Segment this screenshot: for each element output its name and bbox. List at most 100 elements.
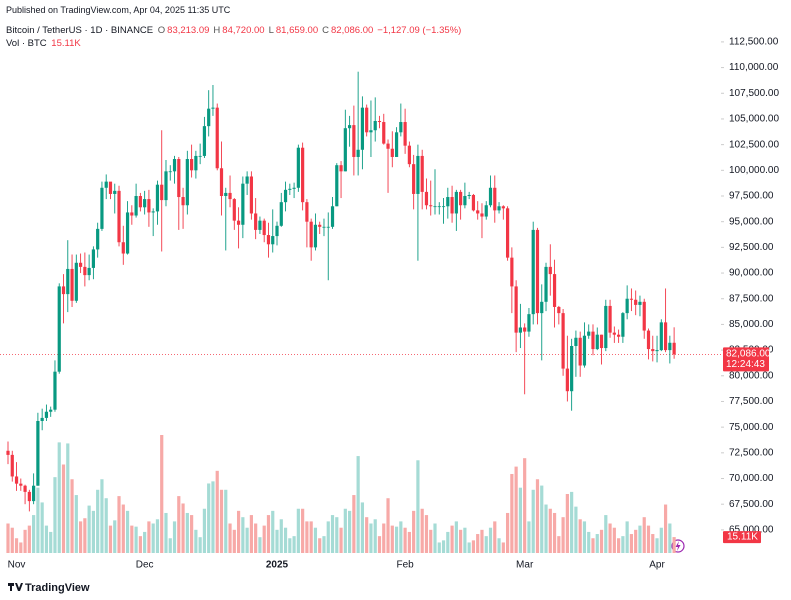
candle-body bbox=[232, 199, 236, 221]
volume-bar bbox=[313, 527, 318, 553]
volume-bar bbox=[390, 525, 394, 553]
volume-bar bbox=[463, 527, 467, 553]
candle-body bbox=[390, 148, 394, 157]
y-tick-label: 112,500.00 bbox=[729, 37, 779, 48]
candle-body bbox=[143, 199, 147, 208]
candle-body bbox=[497, 206, 501, 211]
candle-body bbox=[6, 450, 10, 455]
y-tick-label: 107,500.00 bbox=[729, 88, 779, 99]
y-tick-label: 85,000.00 bbox=[729, 319, 774, 330]
candle-body bbox=[561, 313, 565, 369]
volume-bar bbox=[292, 536, 296, 553]
candle-body bbox=[531, 229, 535, 315]
candle-body bbox=[283, 189, 288, 203]
candle-body bbox=[245, 176, 249, 184]
candle-body bbox=[604, 305, 608, 349]
candle-body bbox=[130, 212, 134, 216]
candle-body bbox=[74, 262, 78, 301]
volume-bar bbox=[339, 527, 343, 553]
volume-bar bbox=[134, 526, 138, 553]
volume-tag bbox=[723, 531, 761, 544]
y-tick-label: 65,000.00 bbox=[729, 525, 774, 536]
candle-body bbox=[138, 196, 142, 208]
candle-body bbox=[557, 306, 561, 314]
volume-bar bbox=[407, 531, 411, 553]
alert-bolt bbox=[675, 541, 681, 551]
volume-bar bbox=[565, 494, 569, 553]
volume-bar bbox=[296, 508, 300, 553]
volume-bar bbox=[305, 521, 309, 553]
ohlc-key: L bbox=[268, 25, 274, 36]
volume-bar bbox=[612, 527, 616, 553]
volume-bar bbox=[258, 537, 262, 553]
candle-body bbox=[339, 165, 343, 172]
volume-bar bbox=[121, 504, 125, 553]
volume-bar bbox=[36, 487, 40, 553]
candle-body bbox=[424, 191, 429, 206]
candle-body bbox=[612, 332, 616, 335]
volume-bar bbox=[527, 521, 531, 553]
candle-body bbox=[70, 268, 74, 301]
x-tick-label: 2025 bbox=[266, 560, 289, 571]
published: Published on TradingView.com, Apr 04, 20… bbox=[6, 5, 231, 15]
ohlc-key: C bbox=[322, 25, 329, 36]
volume-bar bbox=[168, 538, 172, 553]
x-tick-label: Dec bbox=[136, 560, 154, 571]
candle-body bbox=[476, 210, 480, 214]
volume-bar bbox=[437, 542, 441, 553]
volume-bar bbox=[514, 466, 518, 553]
y-tick-label: 90,000.00 bbox=[729, 268, 774, 279]
volume-bar bbox=[467, 542, 471, 553]
candle-body bbox=[78, 262, 83, 267]
candle-body bbox=[540, 301, 544, 314]
candle-body bbox=[313, 224, 318, 248]
volume-bar bbox=[113, 520, 117, 553]
volume-legend: Vol · BTC 15.11K bbox=[6, 38, 85, 49]
volume-bar bbox=[271, 510, 275, 553]
volume-bar bbox=[104, 498, 108, 553]
volume-bar bbox=[352, 495, 356, 553]
candle-body bbox=[279, 202, 283, 226]
candle-body bbox=[53, 371, 57, 410]
candle-body bbox=[19, 483, 23, 486]
candle-body bbox=[621, 313, 625, 337]
candle-body bbox=[591, 331, 595, 350]
x-tick-label: Mar bbox=[516, 560, 534, 571]
candle-body bbox=[446, 197, 450, 207]
volume-bar bbox=[96, 489, 100, 553]
volume-bar bbox=[441, 540, 446, 553]
volume-bar bbox=[531, 489, 535, 553]
candle-body bbox=[488, 187, 493, 206]
volume-bar bbox=[557, 536, 561, 553]
volume-bar bbox=[582, 521, 587, 553]
y-tick-label: 75,000.00 bbox=[729, 422, 774, 433]
candle-body bbox=[104, 181, 108, 188]
volume-bar bbox=[318, 538, 322, 553]
volume-bar bbox=[335, 517, 339, 553]
volume-bar bbox=[591, 538, 595, 553]
volume-bar bbox=[10, 527, 14, 553]
candle-body bbox=[190, 159, 194, 171]
x-tick-label: Nov bbox=[8, 560, 26, 571]
candle-body bbox=[91, 249, 95, 268]
candle-body bbox=[565, 368, 569, 392]
volume-bar bbox=[322, 536, 326, 553]
volume-bar bbox=[74, 495, 78, 553]
candle-body bbox=[373, 121, 377, 131]
candle-body bbox=[309, 221, 313, 248]
volume-bar bbox=[236, 510, 241, 553]
volume-bar bbox=[399, 521, 403, 553]
volume-bar bbox=[160, 435, 164, 553]
volume-bar bbox=[518, 487, 522, 553]
volume-bar bbox=[459, 529, 463, 553]
volume-bar bbox=[386, 498, 390, 553]
candle-body bbox=[493, 187, 497, 211]
candle-body bbox=[10, 454, 14, 477]
candle-body bbox=[437, 206, 441, 208]
price-tag-label: 82,086.00 bbox=[726, 348, 771, 359]
candle-body bbox=[117, 190, 121, 243]
volume-bar bbox=[181, 503, 185, 553]
candle-body bbox=[275, 225, 279, 237]
candle-body bbox=[23, 485, 27, 492]
